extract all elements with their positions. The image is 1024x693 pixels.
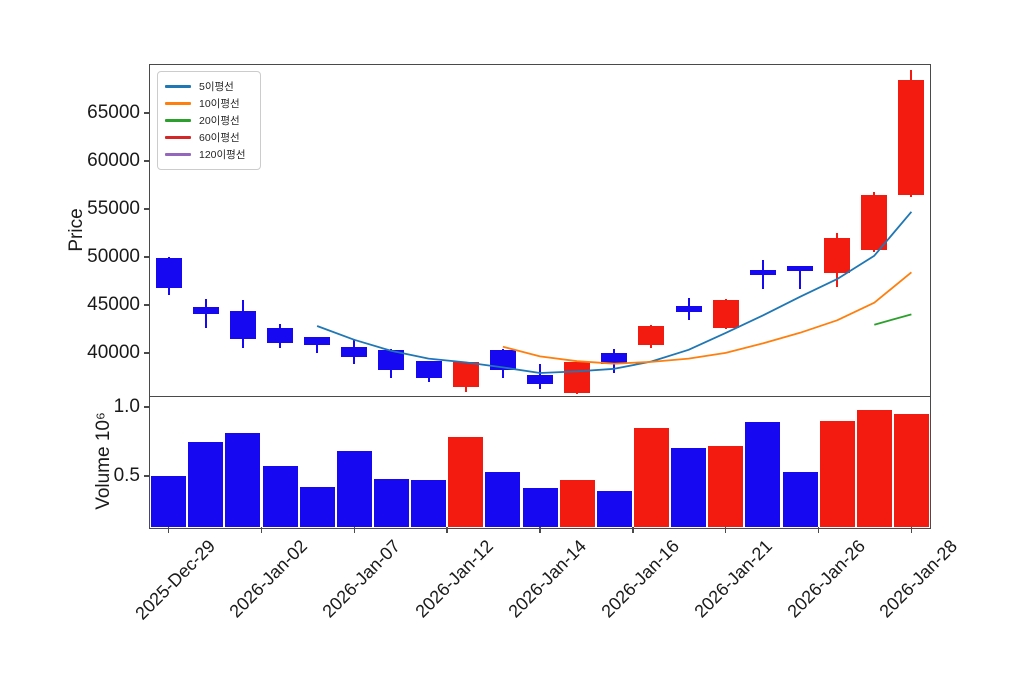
x-tick-mark [167, 527, 170, 533]
x-tick-label: 2026-Jan-28 [875, 535, 962, 622]
candle-body [564, 362, 591, 394]
volume-bar [448, 437, 484, 527]
candle-body [452, 362, 479, 388]
price-panel [149, 64, 931, 397]
price-y-tick-label: 40000 [87, 341, 140, 363]
x-tick-label: 2025-Dec-29 [130, 535, 219, 624]
volume-bar [782, 471, 818, 527]
legend-item-60이평선: 60이평선 [165, 129, 251, 146]
price-y-tick-mark [144, 112, 150, 114]
candle-body [712, 300, 739, 328]
candle-body [601, 352, 628, 365]
legend-label: 60이평선 [199, 132, 240, 144]
volume-y-tick-label: 0.5 [113, 464, 140, 486]
legend-label: 10이평선 [199, 98, 240, 110]
x-tick-mark [632, 527, 634, 533]
legend: 5이평선 10이평선 20이평선 60이평선 120이평선 [157, 71, 261, 170]
price-y-tick-label: 65000 [87, 101, 140, 123]
legend-line-swatch [165, 153, 191, 156]
legend-line-swatch [165, 85, 191, 88]
volume-bar [708, 445, 744, 527]
volume-bar [485, 471, 521, 527]
volume-bar [299, 487, 335, 527]
x-tick-mark [353, 527, 356, 533]
x-tick-mark [446, 527, 448, 533]
x-tick-mark [910, 527, 913, 533]
candle-body [527, 374, 553, 385]
candle-body [749, 270, 776, 276]
volume-bar [819, 420, 855, 527]
volume-bar [151, 475, 187, 527]
price-y-tick-label: 45000 [87, 293, 140, 315]
price-y-tick-label: 50000 [87, 245, 140, 267]
legend-item-120이평선: 120이평선 [165, 146, 251, 163]
legend-line-swatch [165, 102, 191, 105]
candle-body [267, 327, 293, 344]
volume-bar [188, 441, 224, 527]
price-y-tick-mark [144, 352, 150, 354]
legend-item-20이평선: 20이평선 [165, 112, 251, 129]
x-tick-label: 2026-Jan-12 [411, 535, 498, 622]
x-tick-label: 2026-Jan-14 [504, 535, 590, 622]
x-tick-mark [260, 527, 263, 533]
volume-bar [336, 451, 372, 527]
volume-bar [411, 480, 447, 527]
candle-body [155, 257, 182, 288]
price-y-tick-mark [144, 304, 150, 306]
volume-bar [745, 422, 781, 527]
legend-line-swatch [165, 136, 191, 139]
volume-y-tick-mark [144, 475, 150, 477]
candle-body [304, 337, 331, 346]
volume-bar [893, 413, 929, 527]
candle-body [898, 80, 925, 195]
volume-bar [225, 433, 261, 527]
volume-bar [856, 409, 892, 527]
volume-bar [633, 427, 669, 527]
candle-body [861, 194, 888, 251]
volume-y-tick-mark [144, 406, 150, 408]
legend-line-swatch [165, 119, 191, 122]
candle-body [675, 305, 702, 312]
candle-body [824, 237, 851, 274]
legend-label: 20이평선 [199, 115, 240, 127]
legend-label: 5이평선 [199, 81, 234, 93]
volume-bar [373, 478, 409, 527]
volume-bar [596, 491, 632, 527]
volume-y-tick-label: 1.0 [113, 396, 140, 418]
candle-body [192, 306, 219, 315]
x-tick-mark [539, 527, 541, 533]
candle-body [415, 361, 442, 378]
x-tick-mark [817, 527, 820, 533]
x-tick-label: 2026-Jan-02 [225, 535, 312, 622]
x-tick-label: 2026-Jan-16 [597, 535, 683, 622]
price-y-tick-mark [144, 160, 150, 162]
candle-body [378, 349, 405, 371]
x-tick-label: 2026-Jan-07 [318, 535, 405, 622]
volume-axis-label: Volume 10⁶ [93, 412, 114, 510]
legend-item-10이평선: 10이평선 [165, 95, 251, 112]
candle-body [787, 266, 813, 272]
volume-bar [559, 480, 595, 527]
volume-bar [671, 448, 707, 527]
volume-bar [522, 488, 558, 527]
price-y-tick-mark [144, 208, 150, 210]
candle-body [489, 349, 516, 371]
x-tick-mark [724, 527, 727, 533]
x-tick-label: 2026-Jan-26 [782, 535, 869, 622]
candle-body [638, 325, 665, 346]
x-tick-label: 2026-Jan-21 [690, 535, 776, 622]
volume-bar [262, 466, 298, 527]
legend-label: 120이평선 [199, 149, 246, 161]
price-y-tick-label: 55000 [87, 197, 140, 219]
candle-body [229, 310, 256, 340]
candle-body [341, 347, 368, 357]
price-y-tick-label: 60000 [87, 149, 140, 171]
legend-item-5이평선: 5이평선 [165, 78, 251, 95]
price-y-tick-mark [144, 256, 150, 258]
